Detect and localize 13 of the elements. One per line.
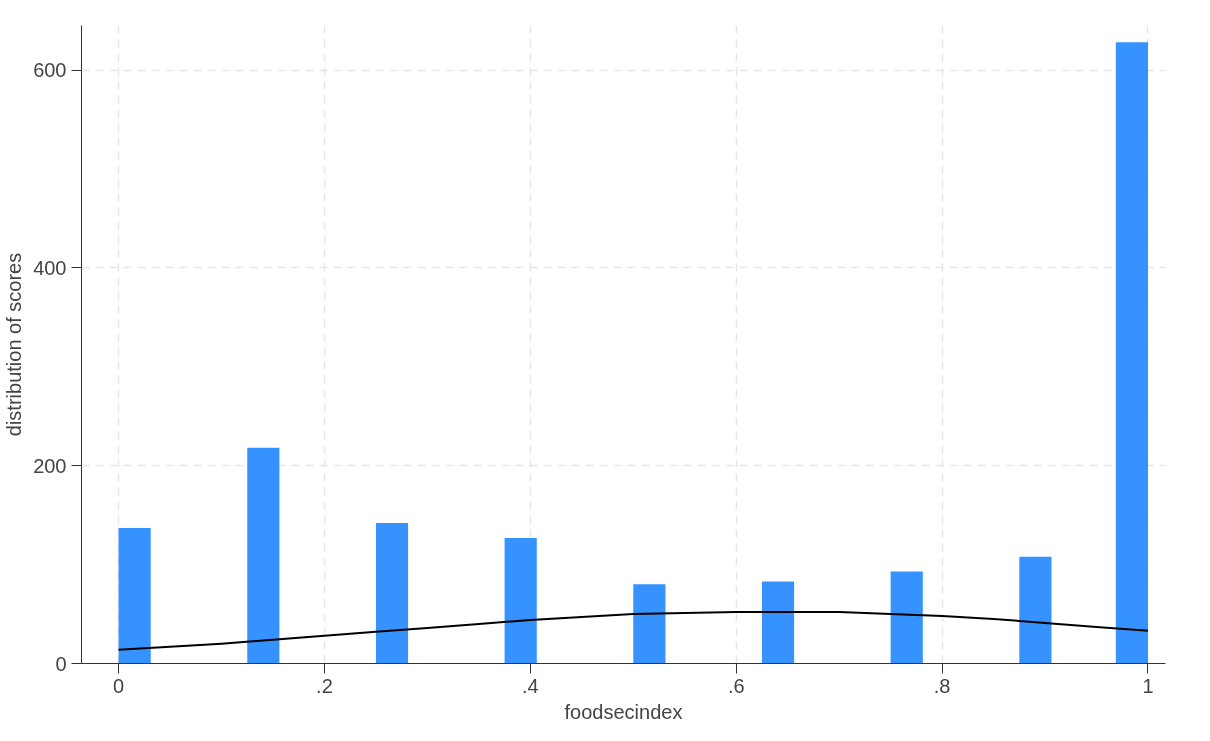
y-tick-label: 0 xyxy=(55,652,67,675)
x-tick-label: 0 xyxy=(113,674,125,697)
x-tick-label: 1 xyxy=(1142,674,1154,697)
x-tick-label: .8 xyxy=(933,674,951,697)
x-tick-label: .4 xyxy=(522,674,539,697)
x-tick-label: .2 xyxy=(316,674,333,697)
x-tick-label: .6 xyxy=(727,674,745,697)
line-series xyxy=(117,611,1149,651)
x-axis-title: foodsecindex xyxy=(564,700,683,723)
y-tick-label: 200 xyxy=(33,454,67,477)
y-axis-title: distribution of scores xyxy=(3,252,26,437)
y-tick-label: 400 xyxy=(33,256,67,279)
y-tick-label: 600 xyxy=(33,59,67,82)
